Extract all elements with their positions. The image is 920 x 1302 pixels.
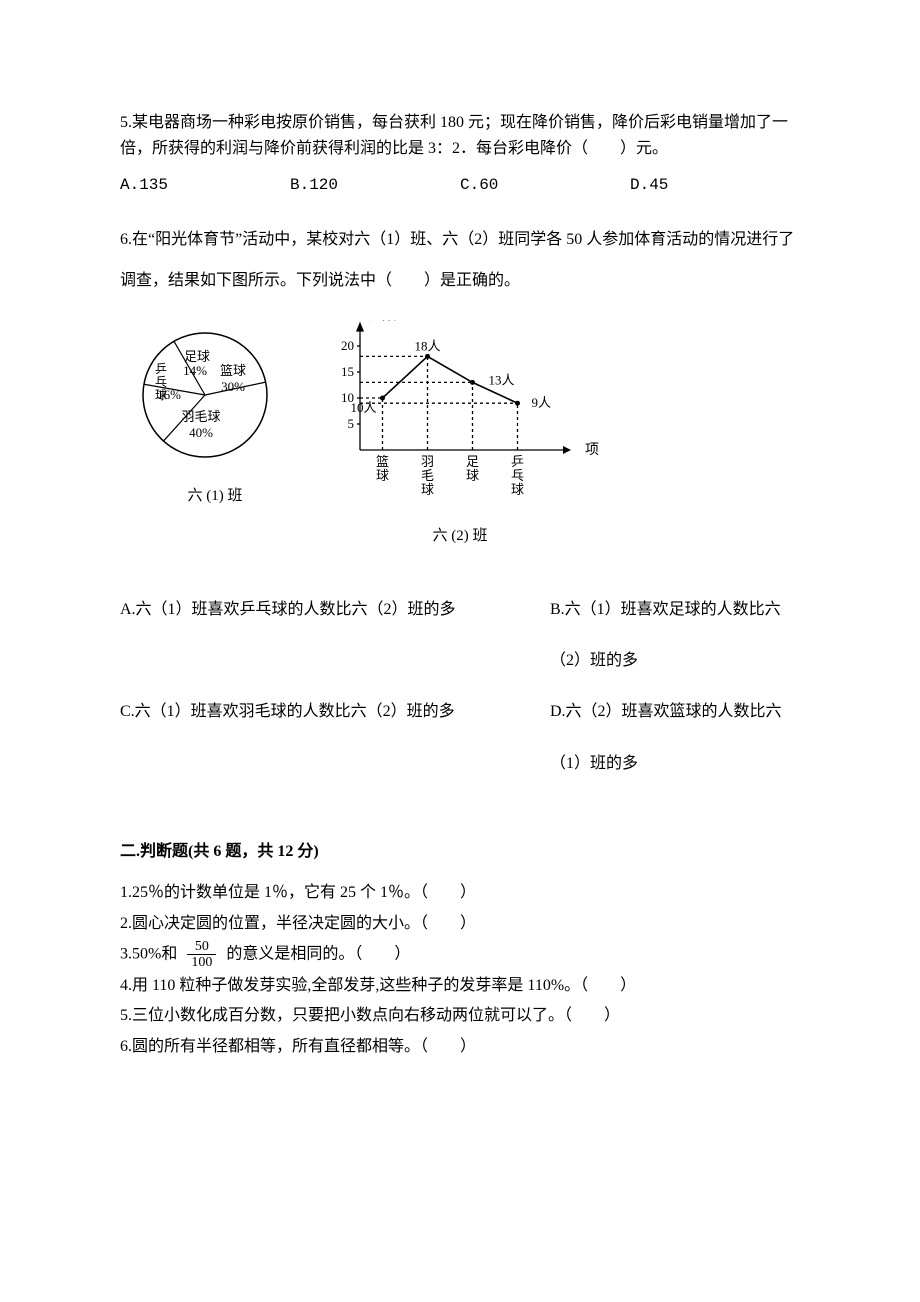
- line-chart-box: 人数项目510152010人18人13人9人篮球羽毛球足球乒乓球 六 (2) 班: [320, 320, 600, 548]
- svg-text:乒: 乒: [511, 454, 524, 469]
- q6-option-a: A.六（1）班喜欢乒乓球的人数比六（2）班的多: [120, 584, 550, 686]
- tf-item-4: 4.用 110 粒种子做发芽实验,全部发芽,这些种子的发芽率是 110%。（ ）: [120, 971, 800, 1001]
- q6-option-c: C.六（1）班喜欢羽毛球的人数比六（2）班的多: [120, 686, 550, 788]
- pie-chart-box: 足球14%篮球30%乒乓球16%羽毛球40% 六 (1) 班: [130, 320, 300, 508]
- svg-text:球: 球: [421, 482, 434, 497]
- svg-text:20: 20: [341, 338, 354, 353]
- svg-text:14%: 14%: [183, 363, 207, 378]
- q5-option-a: A.135: [120, 173, 290, 199]
- svg-text:30%: 30%: [221, 379, 245, 394]
- fraction-numerator: 50: [187, 939, 216, 955]
- line-caption: 六 (2) 班: [433, 524, 488, 548]
- svg-text:篮球: 篮球: [220, 363, 246, 378]
- svg-text:9人: 9人: [532, 395, 552, 410]
- svg-text:毛: 毛: [421, 468, 434, 483]
- q5-option-d: D.45: [630, 173, 800, 199]
- svg-text:足球: 足球: [184, 349, 210, 364]
- q5-text: 5.某电器商场一种彩电按原价销售，每台获利 180 元；现在降价销售，降价后彩电…: [120, 110, 800, 161]
- fraction-50-100: 50 100: [187, 939, 216, 971]
- svg-text:球: 球: [466, 468, 479, 483]
- svg-text:10人: 10人: [350, 400, 376, 415]
- svg-text:乓: 乓: [511, 468, 524, 483]
- svg-text:羽: 羽: [421, 454, 434, 469]
- tf-item-2: 2.圆心决定圆的位置，半径决定圆的大小。（ ）: [120, 909, 800, 939]
- charts-row: 足球14%篮球30%乒乓球16%羽毛球40% 六 (1) 班 人数项目51015…: [120, 320, 800, 548]
- svg-text:人数: 人数: [368, 320, 396, 324]
- svg-text:项目: 项目: [585, 443, 600, 458]
- tf-item-1: 1.25％的计数单位是 1％，它有 25 个 1％。（ ）: [120, 878, 800, 908]
- svg-text:乒: 乒: [155, 362, 167, 376]
- svg-text:球: 球: [376, 468, 389, 483]
- line-chart: 人数项目510152010人18人13人9人篮球羽毛球足球乒乓球: [320, 320, 600, 520]
- svg-text:羽毛球: 羽毛球: [181, 409, 220, 424]
- q5-option-b: B.120: [290, 173, 460, 199]
- svg-text:40%: 40%: [189, 425, 213, 440]
- q6-text: 6.在“阳光体育节”活动中，某校对六（1）班、六（2）班同学各 50 人参加体育…: [120, 219, 800, 302]
- q6-option-d: D.六（2）班喜欢篮球的人数比六（1）班的多: [550, 686, 800, 788]
- tf-item-5: 5.三位小数化成百分数，只要把小数点向右移动两位就可以了。（ ）: [120, 1001, 800, 1031]
- q6-answers: A.六（1）班喜欢乒乓球的人数比六（2）班的多 B.六（1）班喜欢足球的人数比六…: [120, 584, 800, 789]
- svg-text:15: 15: [341, 364, 354, 379]
- pie-caption: 六 (1) 班: [188, 484, 243, 508]
- tf3-post: 的意义是相同的。（ ）: [226, 946, 410, 963]
- q6-option-b: B.六（1）班喜欢足球的人数比六（2）班的多: [550, 584, 800, 686]
- fraction-denominator: 100: [187, 955, 216, 970]
- svg-text:球: 球: [511, 482, 524, 497]
- tf3-pre: 3.50%和: [120, 946, 177, 963]
- svg-text:16%: 16%: [157, 387, 181, 402]
- q5-options: A.135 B.120 C.60 D.45: [120, 173, 800, 199]
- tf-item-6: 6.圆的所有半径都相等，所有直径都相等。（ ）: [120, 1032, 800, 1062]
- svg-text:18人: 18人: [414, 338, 440, 353]
- svg-text:篮: 篮: [376, 454, 389, 469]
- q5-option-c: C.60: [460, 173, 630, 199]
- svg-text:13人: 13人: [489, 372, 515, 387]
- page: 5.某电器商场一种彩电按原价销售，每台获利 180 元；现在降价销售，降价后彩电…: [0, 0, 920, 1302]
- pie-chart: 足球14%篮球30%乒乓球16%羽毛球40%: [130, 320, 300, 480]
- tf-list: 1.25％的计数单位是 1％，它有 25 个 1％。（ ） 2.圆心决定圆的位置…: [120, 878, 800, 1062]
- tf-item-3: 3.50%和 50 100 的意义是相同的。（ ）: [120, 939, 800, 971]
- svg-text:足: 足: [466, 454, 479, 469]
- section2-title: 二.判断题(共 6 题，共 12 分): [120, 839, 800, 865]
- svg-text:5: 5: [348, 416, 355, 431]
